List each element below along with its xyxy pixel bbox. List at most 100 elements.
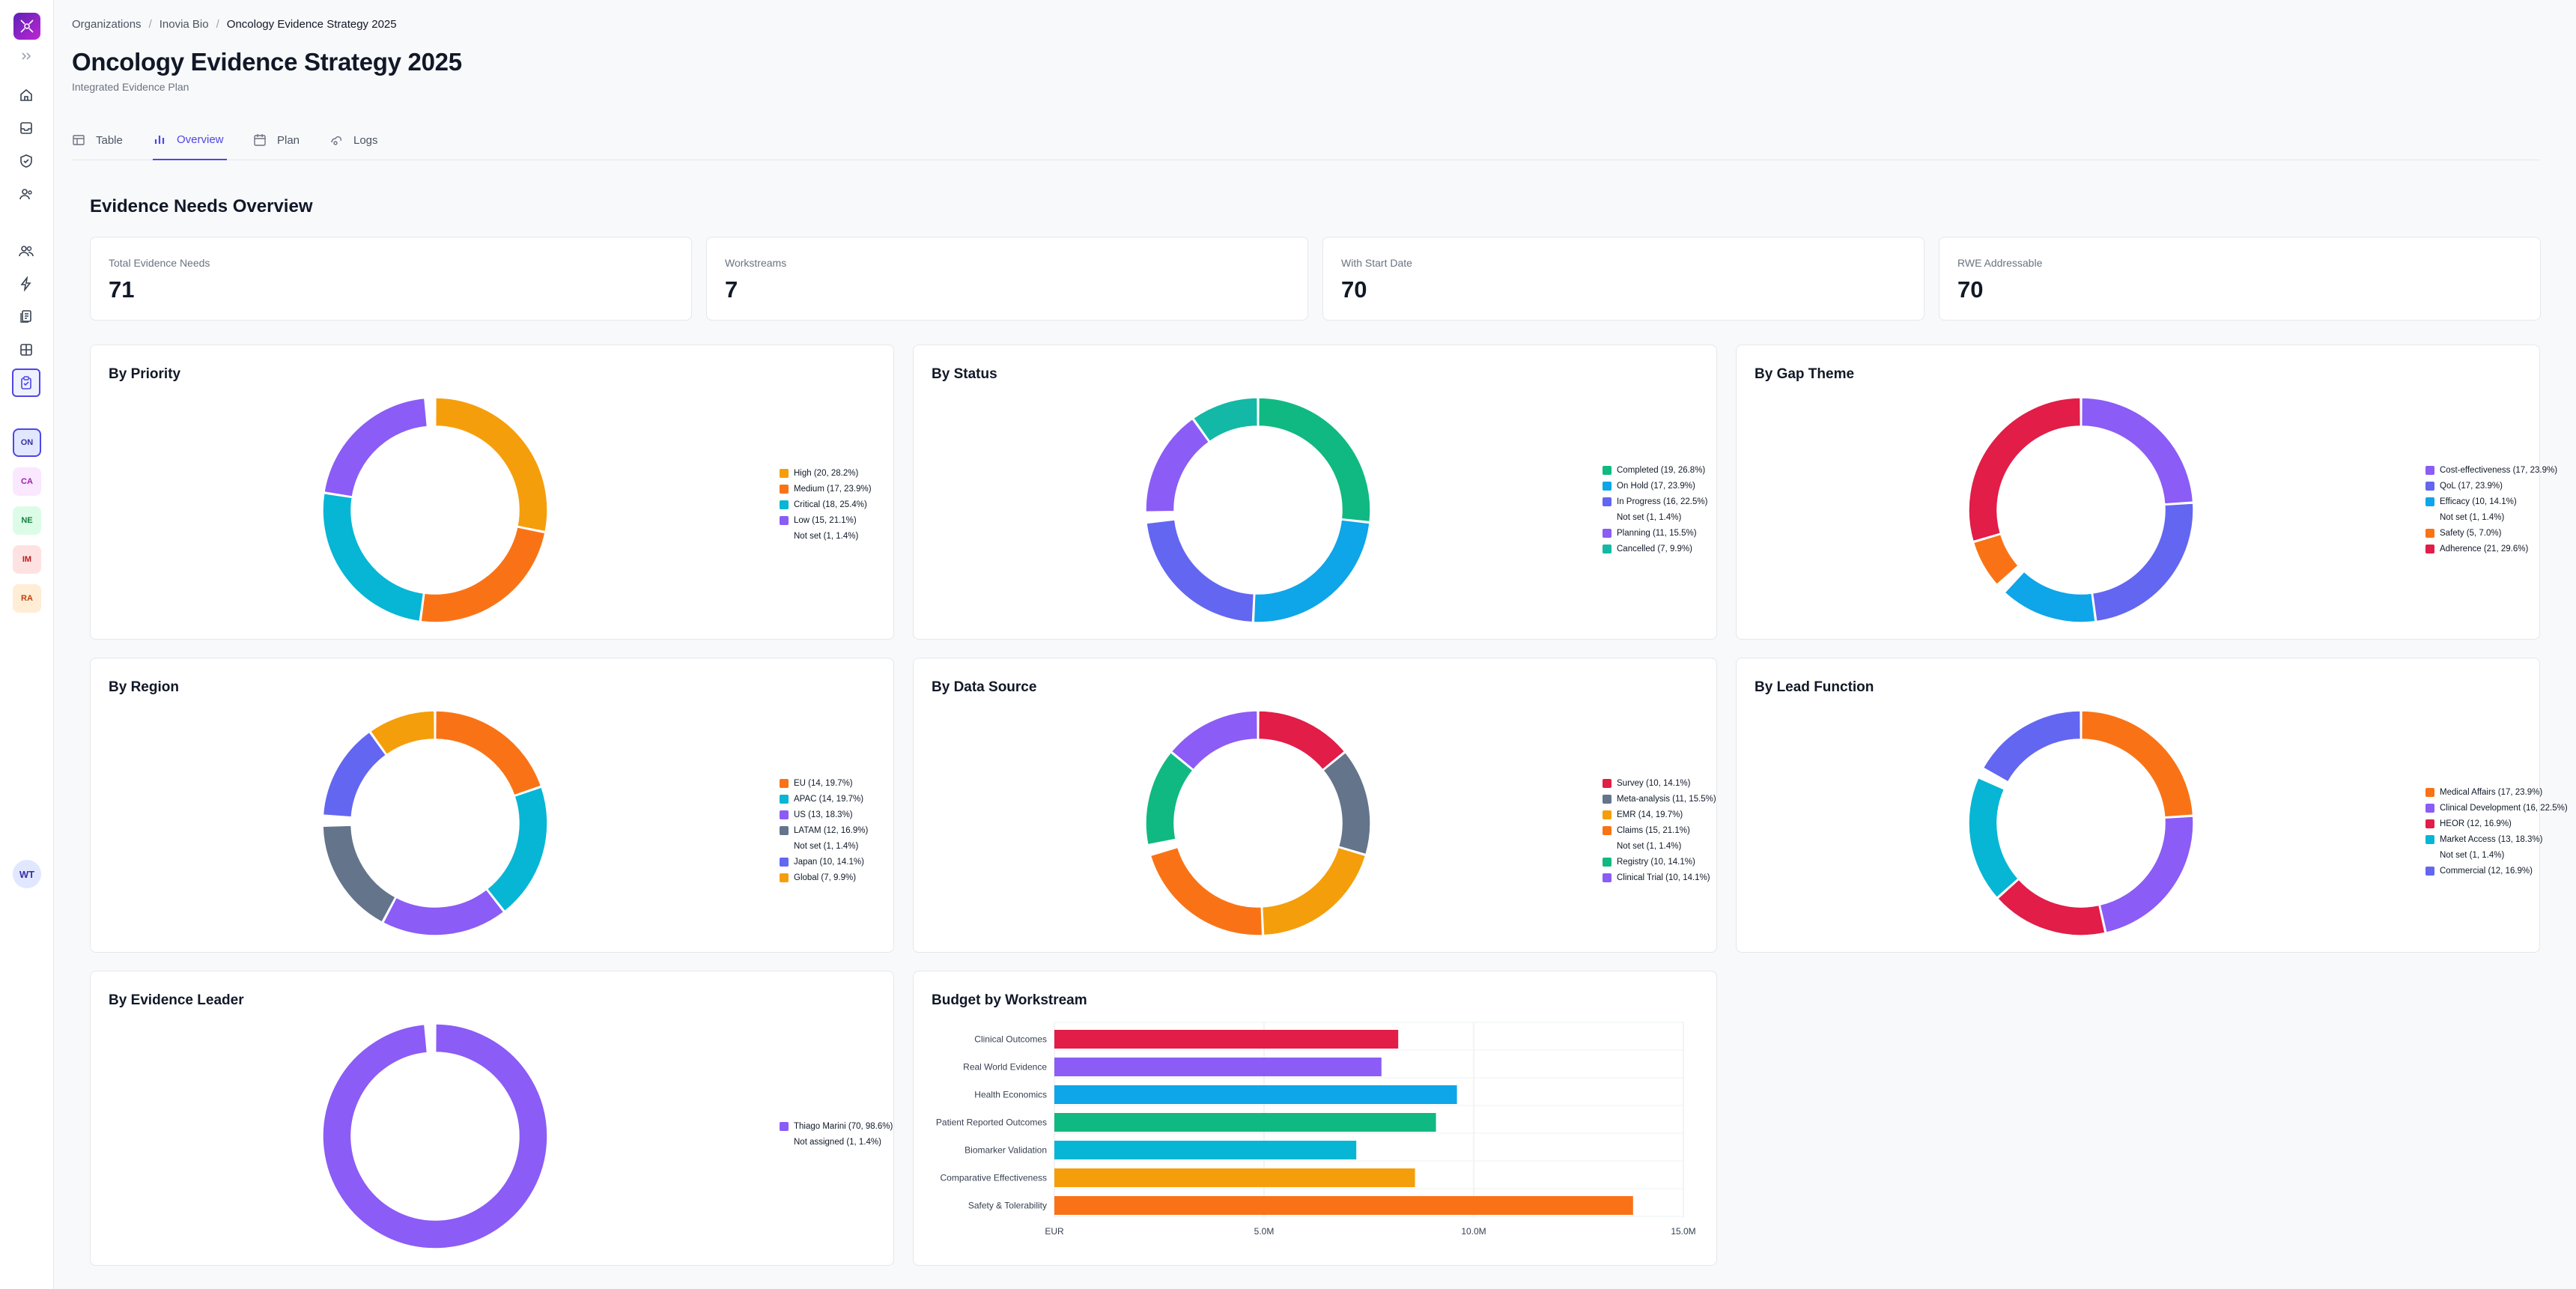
legend-item[interactable]: Market Access (13, 18.3%)	[2425, 831, 2568, 847]
donut-slice[interactable]	[1145, 418, 1210, 513]
donut-slice[interactable]	[1146, 519, 1255, 623]
legend-item[interactable]: US (13, 18.3%)	[780, 807, 868, 822]
legend-item[interactable]: QoL (17, 23.9%)	[2425, 478, 2557, 494]
legend-item[interactable]: HEOR (12, 16.9%)	[2425, 816, 2568, 831]
donut-slice[interactable]	[1192, 397, 1259, 443]
shield-icon[interactable]	[16, 151, 36, 171]
legend-item[interactable]: Adherence (21, 29.6%)	[2425, 541, 2557, 556]
legend-item[interactable]: LATAM (12, 16.9%)	[780, 822, 868, 838]
legend-item[interactable]: Medical Affairs (17, 23.9%)	[2425, 784, 2568, 800]
legend-item[interactable]: Safety (5, 7.0%)	[2425, 525, 2557, 541]
org-badge[interactable]: NE	[13, 506, 41, 535]
donut-slice[interactable]	[2004, 571, 2096, 623]
bar[interactable]	[1054, 1196, 1633, 1215]
bar[interactable]	[1054, 1141, 1357, 1159]
donut-slice[interactable]	[1145, 751, 1194, 846]
donut-slice[interactable]	[322, 816, 352, 826]
donut-slice[interactable]	[322, 1023, 548, 1249]
legend-item[interactable]: Medium (17, 23.9%)	[780, 481, 872, 497]
legend-item[interactable]: Not set (1, 1.4%)	[2425, 509, 2557, 525]
grid-icon[interactable]	[16, 340, 36, 360]
tab-logs[interactable]: Logs	[329, 120, 378, 160]
legend-item[interactable]: Completed (19, 26.8%)	[1603, 462, 1707, 478]
clipboard-icon[interactable]	[12, 368, 40, 397]
legend-item[interactable]: Thiago Marini (70, 98.6%)	[780, 1118, 893, 1134]
breadcrumb-org[interactable]: Inovia Bio	[159, 18, 209, 31]
donut-slice[interactable]	[1982, 710, 2082, 783]
legend-item[interactable]: Not set (1, 1.4%)	[780, 838, 868, 854]
legend-item[interactable]: In Progress (16, 22.5%)	[1603, 494, 1707, 509]
tab-plan[interactable]: Plan	[253, 120, 300, 160]
donut-slice[interactable]	[1996, 879, 2106, 936]
bar[interactable]	[1054, 1113, 1436, 1132]
bar[interactable]	[1054, 1058, 1382, 1076]
breadcrumb-organizations[interactable]: Organizations	[72, 18, 142, 31]
legend-item[interactable]: Planning (11, 15.5%)	[1603, 525, 1707, 541]
app-logo[interactable]	[13, 13, 40, 40]
legend-item[interactable]: Japan (10, 14.1%)	[780, 854, 868, 870]
legend-item[interactable]: Not set (1, 1.4%)	[2425, 847, 2568, 863]
legend-item[interactable]: Clinical Trial (10, 14.1%)	[1603, 870, 1716, 885]
donut-slice[interactable]	[382, 888, 505, 936]
legend-item[interactable]: Global (7, 9.9%)	[780, 870, 868, 885]
donut-slice[interactable]	[369, 710, 436, 756]
donut-slice[interactable]	[434, 397, 548, 533]
legend-item[interactable]: On Hold (17, 23.9%)	[1603, 478, 1707, 494]
legend-item[interactable]: Cost-effectiveness (17, 23.9%)	[2425, 462, 2557, 478]
legend-item[interactable]: Not set (1, 1.4%)	[1603, 509, 1707, 525]
org-badge[interactable]: CA	[13, 467, 41, 496]
donut-slice[interactable]	[1253, 519, 1370, 623]
legend-item[interactable]: Commercial (12, 16.9%)	[2425, 863, 2568, 879]
legend-item[interactable]: Not set (1, 1.4%)	[780, 528, 872, 544]
donut-slice[interactable]	[425, 1023, 436, 1054]
org-badge[interactable]: ON	[13, 428, 41, 457]
donut-slice[interactable]	[1996, 565, 2025, 592]
documents-icon[interactable]	[16, 307, 36, 327]
donut-slice[interactable]	[1968, 397, 2082, 542]
bar[interactable]	[1054, 1085, 1457, 1104]
expand-icon[interactable]	[16, 46, 36, 66]
tab-overview[interactable]: Overview	[153, 120, 227, 160]
lightning-icon[interactable]	[16, 274, 36, 294]
donut-slice[interactable]	[1972, 533, 2020, 586]
legend-item[interactable]: Survey (10, 14.1%)	[1603, 775, 1716, 791]
legend-item[interactable]: Meta-analysis (11, 15.5%)	[1603, 791, 1716, 807]
legend-item[interactable]: Efficacy (10, 14.1%)	[2425, 494, 2557, 509]
donut-slice[interactable]	[1261, 846, 1367, 936]
donut-slice[interactable]	[1257, 710, 1346, 771]
org-badge[interactable]: IM	[13, 545, 41, 574]
donut-slice[interactable]	[1147, 839, 1179, 855]
legend-item[interactable]: Low (15, 21.1%)	[780, 512, 872, 528]
legend-item[interactable]: Not set (1, 1.4%)	[1603, 838, 1716, 854]
donut-slice[interactable]	[1322, 751, 1371, 855]
legend-item[interactable]: EU (14, 19.7%)	[780, 775, 868, 791]
donut-slice[interactable]	[322, 731, 387, 818]
legend-item[interactable]: Registry (10, 14.1%)	[1603, 854, 1716, 870]
donut-slice[interactable]	[322, 825, 397, 923]
donut-slice[interactable]	[2080, 710, 2194, 818]
legend-item[interactable]: High (20, 28.2%)	[780, 465, 872, 481]
legend-item[interactable]: Claims (15, 21.1%)	[1603, 822, 1716, 838]
donut-slice[interactable]	[2099, 816, 2194, 934]
donut-slice[interactable]	[1145, 512, 1176, 523]
legend-item[interactable]: Not assigned (1, 1.4%)	[780, 1134, 893, 1150]
bar[interactable]	[1054, 1168, 1415, 1187]
tab-table[interactable]: Table	[72, 120, 123, 160]
donut-slice[interactable]	[434, 710, 542, 796]
legend-item[interactable]: Clinical Development (16, 22.5%)	[2425, 800, 2568, 816]
legend-item[interactable]: Critical (18, 25.4%)	[780, 497, 872, 512]
donut-slice[interactable]	[1257, 397, 1371, 523]
donut-slice[interactable]	[425, 397, 436, 428]
donut-slice[interactable]	[486, 786, 548, 912]
user-avatar[interactable]: WT	[13, 860, 41, 888]
legend-item[interactable]: EMR (14, 19.7%)	[1603, 807, 1716, 822]
team-icon[interactable]	[16, 241, 36, 261]
bar[interactable]	[1054, 1030, 1399, 1049]
donut-slice[interactable]	[1968, 777, 2020, 899]
donut-slice[interactable]	[1978, 768, 2008, 789]
donut-slice[interactable]	[2080, 397, 2194, 505]
donut-slice[interactable]	[420, 526, 546, 623]
inbox-icon[interactable]	[16, 118, 36, 138]
home-icon[interactable]	[16, 85, 36, 105]
legend-item[interactable]: Cancelled (7, 9.9%)	[1603, 541, 1707, 556]
